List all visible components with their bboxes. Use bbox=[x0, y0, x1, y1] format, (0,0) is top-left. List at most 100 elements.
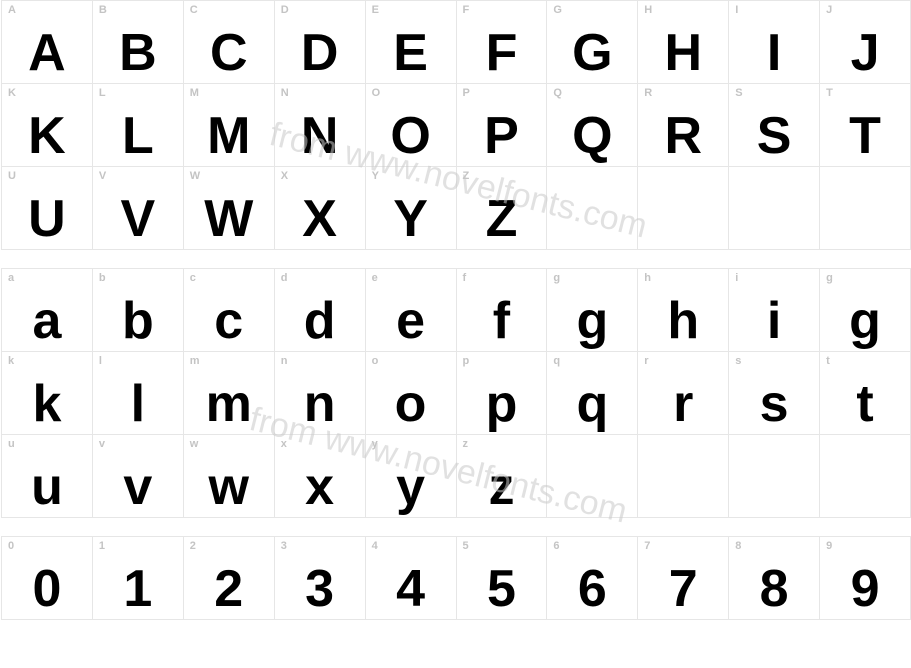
glyph-cell-glyph: U bbox=[2, 193, 92, 245]
glyph-cell: 66 bbox=[547, 537, 638, 620]
glyph-cell bbox=[547, 167, 638, 250]
glyph-cell: xx bbox=[275, 435, 366, 518]
glyph-cell-label: 3 bbox=[281, 541, 287, 552]
glyph-cell-label: G bbox=[553, 5, 562, 16]
glyph-cell-glyph: i bbox=[729, 295, 819, 347]
glyph-cell: oo bbox=[366, 352, 457, 435]
glyph-cell: nn bbox=[275, 352, 366, 435]
glyph-cell-glyph: H bbox=[638, 27, 728, 79]
glyph-cell-glyph: M bbox=[184, 110, 274, 162]
glyph-cell-glyph: z bbox=[457, 461, 547, 513]
glyph-section-digits: 00112233445566778899 bbox=[1, 536, 911, 620]
glyph-cell: 00 bbox=[2, 537, 93, 620]
glyph-cell-glyph: B bbox=[93, 27, 183, 79]
glyph-cell-glyph: 9 bbox=[820, 563, 910, 615]
glyph-cell: 22 bbox=[184, 537, 275, 620]
glyph-cell: ii bbox=[729, 269, 820, 352]
glyph-cell-glyph: d bbox=[275, 295, 365, 347]
glyph-cell-label: r bbox=[644, 356, 648, 367]
glyph-cell: bb bbox=[93, 269, 184, 352]
glyph-cell: 99 bbox=[820, 537, 911, 620]
glyph-cell-glyph: 3 bbox=[275, 563, 365, 615]
glyph-cell-glyph: q bbox=[547, 378, 637, 430]
glyph-cell-label: 7 bbox=[644, 541, 650, 552]
glyph-cell: HH bbox=[638, 1, 729, 84]
glyph-cell: ee bbox=[366, 269, 457, 352]
glyph-cell-glyph: n bbox=[275, 378, 365, 430]
glyph-cell-label: 0 bbox=[8, 541, 14, 552]
glyph-cell: KK bbox=[2, 84, 93, 167]
glyph-cell-glyph: V bbox=[93, 193, 183, 245]
glyph-cell-glyph: 2 bbox=[184, 563, 274, 615]
glyph-cell-glyph: v bbox=[93, 461, 183, 513]
glyph-cell: mm bbox=[184, 352, 275, 435]
glyph-cell-glyph: x bbox=[275, 461, 365, 513]
glyph-cell-label: H bbox=[644, 5, 652, 16]
glyph-cell-label: 9 bbox=[826, 541, 832, 552]
glyph-cell: QQ bbox=[547, 84, 638, 167]
glyph-cell-glyph: L bbox=[93, 110, 183, 162]
font-glyph-grid: AABBCCDDEEFFGGHHIIJJKKLLMMNNOOPPQQRRSSTT… bbox=[0, 0, 911, 620]
glyph-cell: NN bbox=[275, 84, 366, 167]
glyph-cell: uu bbox=[2, 435, 93, 518]
glyph-cell: ll bbox=[93, 352, 184, 435]
glyph-cell-label: N bbox=[281, 88, 289, 99]
glyph-cell-label: I bbox=[735, 5, 738, 16]
glyph-cell-label: v bbox=[99, 439, 105, 450]
glyph-cell-glyph: 0 bbox=[2, 563, 92, 615]
glyph-cell-glyph: J bbox=[820, 27, 910, 79]
glyph-cell-label: Q bbox=[553, 88, 562, 99]
glyph-cell-label: S bbox=[735, 88, 742, 99]
glyph-cell-glyph: S bbox=[729, 110, 819, 162]
glyph-cell: LL bbox=[93, 84, 184, 167]
glyph-cell-label: W bbox=[190, 171, 200, 182]
glyph-cell: YY bbox=[366, 167, 457, 250]
glyph-cell-label: Y bbox=[372, 171, 379, 182]
glyph-cell-glyph: 6 bbox=[547, 563, 637, 615]
glyph-cell-glyph: 4 bbox=[366, 563, 456, 615]
glyph-cell-label: T bbox=[826, 88, 833, 99]
glyph-cell: JJ bbox=[820, 1, 911, 84]
glyph-section-lowercase: aabbccddeeffgghhiiggkkllmmnnooppqqrrsstt… bbox=[1, 268, 911, 518]
glyph-cell-label: X bbox=[281, 171, 288, 182]
glyph-cell: gg bbox=[547, 269, 638, 352]
glyph-cell: XX bbox=[275, 167, 366, 250]
glyph-cell bbox=[638, 435, 729, 518]
glyph-cell: ss bbox=[729, 352, 820, 435]
glyph-cell: qq bbox=[547, 352, 638, 435]
glyph-cell: WW bbox=[184, 167, 275, 250]
glyph-cell-label: l bbox=[99, 356, 102, 367]
glyph-cell: ff bbox=[457, 269, 548, 352]
glyph-cell-label: Z bbox=[463, 171, 470, 182]
glyph-section-uppercase: AABBCCDDEEFFGGHHIIJJKKLLMMNNOOPPQQRRSSTT… bbox=[1, 0, 911, 250]
glyph-cell: dd bbox=[275, 269, 366, 352]
glyph-cell-label: g bbox=[553, 273, 560, 284]
glyph-cell-glyph: u bbox=[2, 461, 92, 513]
glyph-cell-glyph: h bbox=[638, 295, 728, 347]
glyph-cell: DD bbox=[275, 1, 366, 84]
glyph-cell-label: 1 bbox=[99, 541, 105, 552]
glyph-cell-label: R bbox=[644, 88, 652, 99]
glyph-cell-glyph: Y bbox=[366, 193, 456, 245]
glyph-cell-glyph: F bbox=[457, 27, 547, 79]
glyph-cell-glyph: b bbox=[93, 295, 183, 347]
glyph-cell-label: M bbox=[190, 88, 199, 99]
glyph-cell: tt bbox=[820, 352, 911, 435]
glyph-cell-glyph: e bbox=[366, 295, 456, 347]
glyph-cell: BB bbox=[93, 1, 184, 84]
glyph-cell-glyph: t bbox=[820, 378, 910, 430]
glyph-cell-label: J bbox=[826, 5, 832, 16]
glyph-cell: yy bbox=[366, 435, 457, 518]
glyph-cell-glyph: C bbox=[184, 27, 274, 79]
glyph-cell-label: B bbox=[99, 5, 107, 16]
glyph-cell-glyph: m bbox=[184, 378, 274, 430]
glyph-cell: TT bbox=[820, 84, 911, 167]
glyph-cell-label: E bbox=[372, 5, 379, 16]
glyph-cell: VV bbox=[93, 167, 184, 250]
glyph-cell-label: w bbox=[190, 439, 199, 450]
glyph-cell-label: F bbox=[463, 5, 470, 16]
glyph-cell-glyph: X bbox=[275, 193, 365, 245]
glyph-cell bbox=[729, 435, 820, 518]
glyph-cell-label: O bbox=[372, 88, 381, 99]
glyph-cell: zz bbox=[457, 435, 548, 518]
